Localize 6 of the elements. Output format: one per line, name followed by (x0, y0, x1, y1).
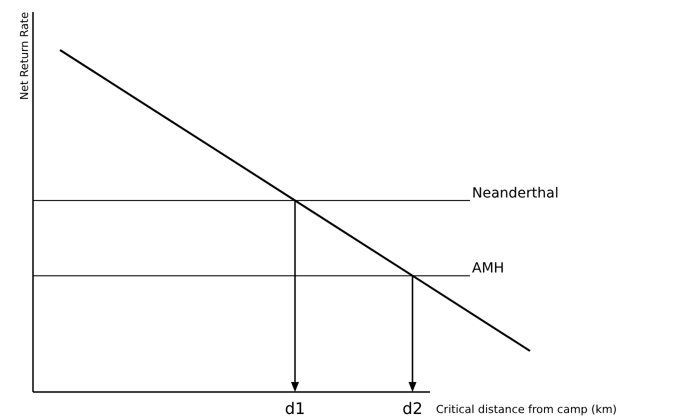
x-tick-label: d1 (284, 399, 306, 418)
x-tick-label: d2 (402, 399, 423, 418)
ref-line-label: Neanderthal (472, 185, 559, 202)
ref-line-label: AMH (472, 260, 504, 277)
x-axis-title: Critical distance from camp (km) (436, 403, 617, 416)
y-axis-title: Net Return Rate (18, 12, 31, 100)
